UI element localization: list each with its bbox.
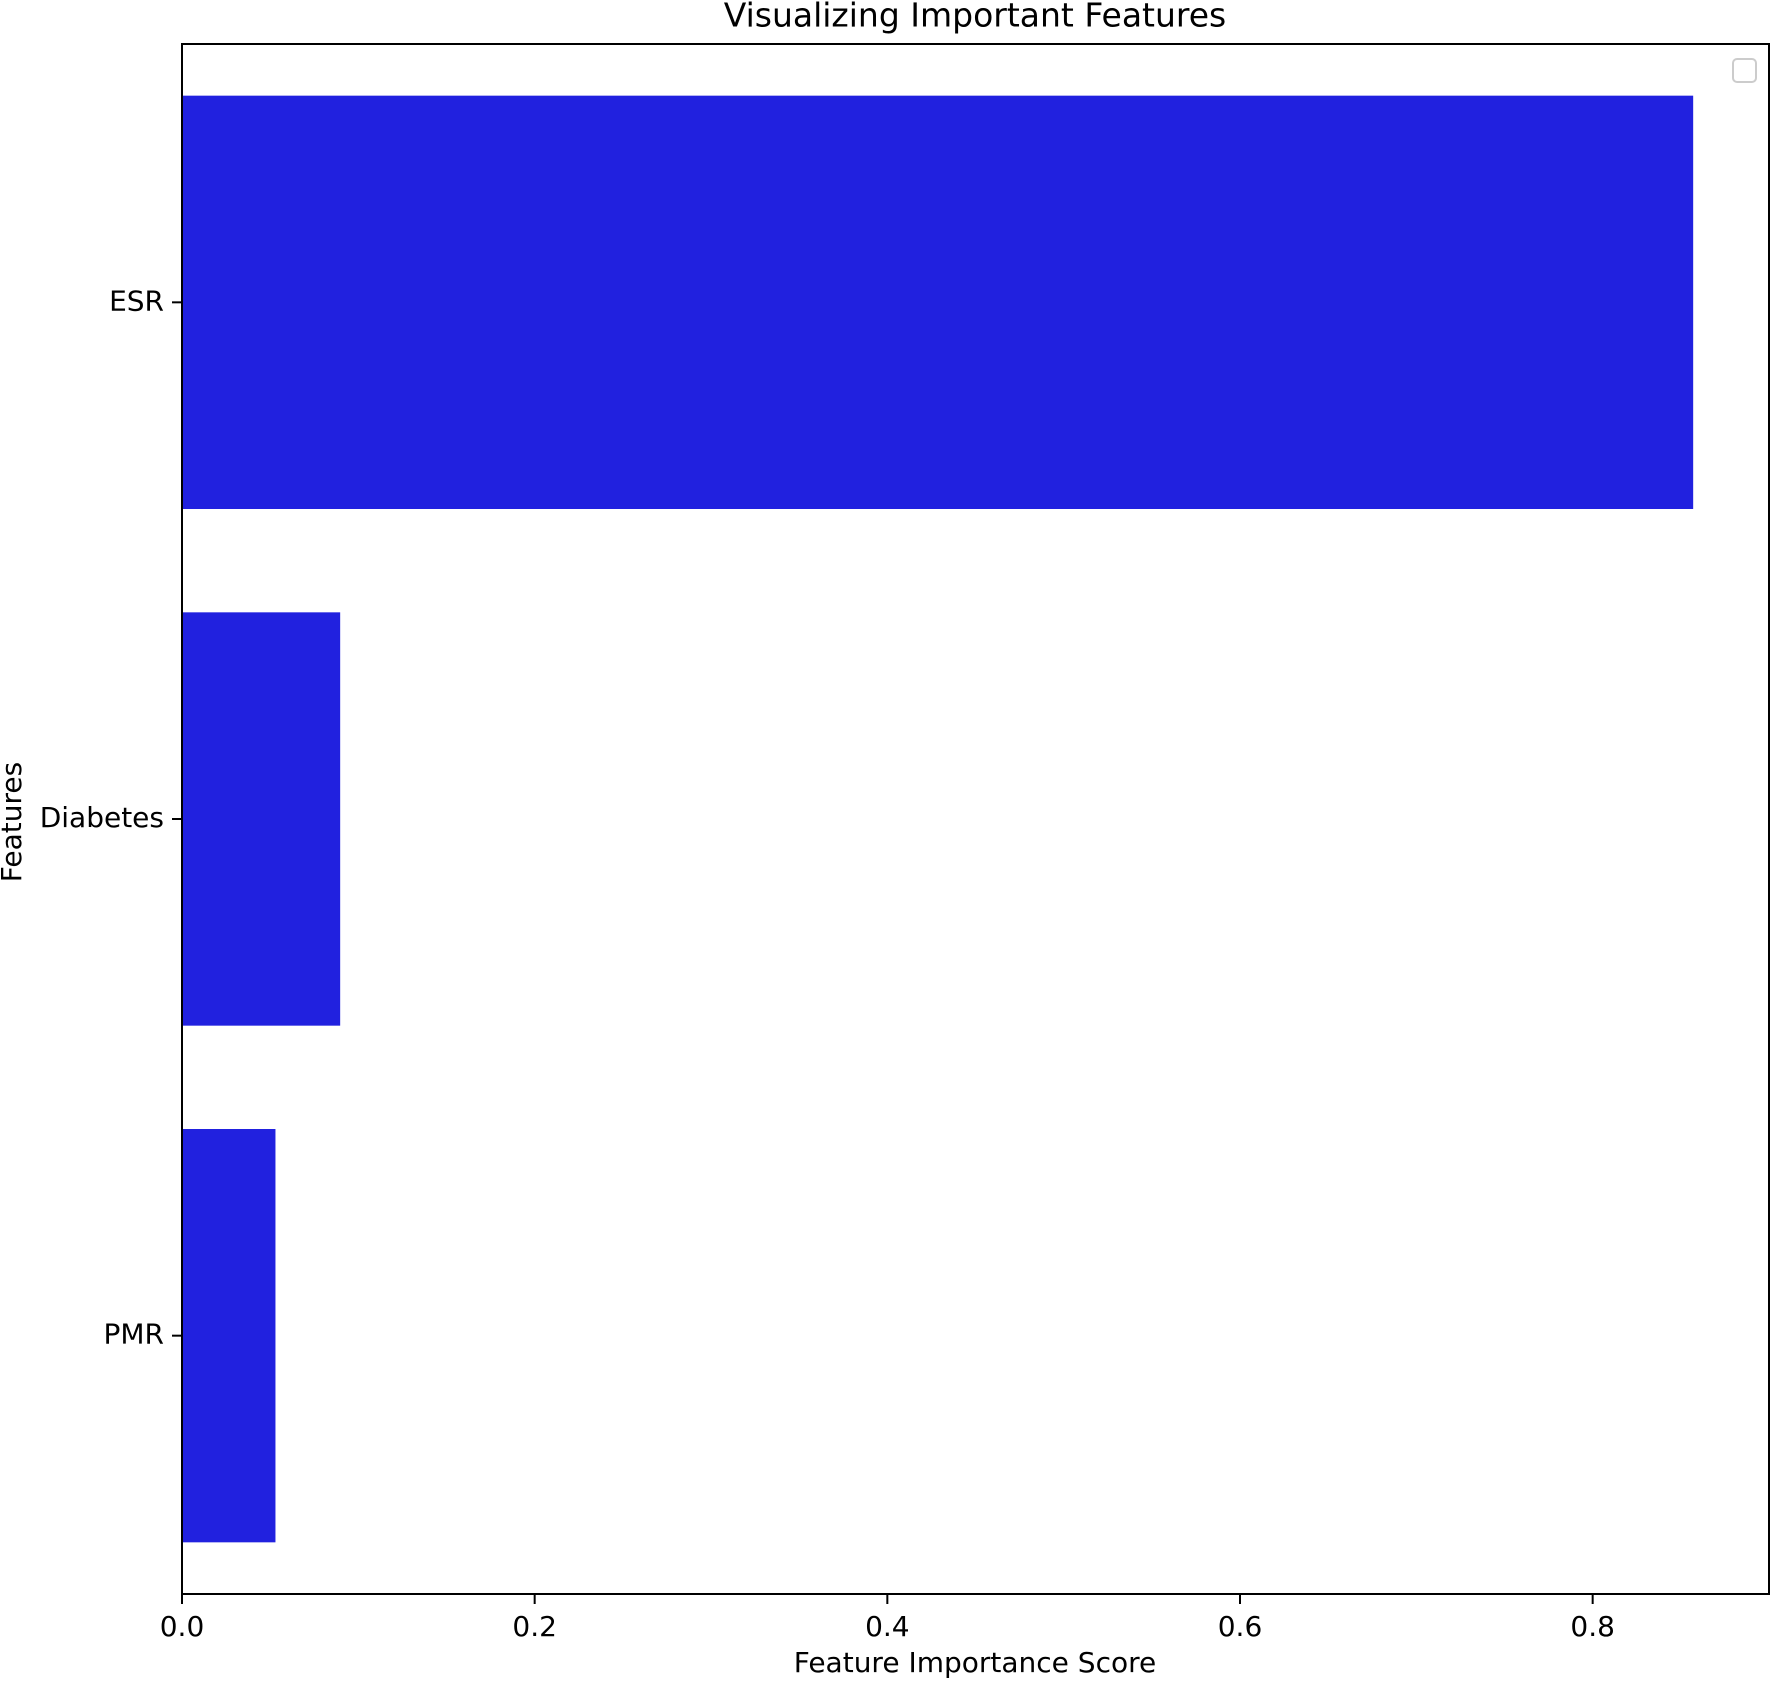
bar [182,95,1694,510]
y-axis-label: Features [0,762,28,882]
plot-frame [181,43,1770,1595]
x-axis-label: Feature Importance Score [794,1646,1156,1679]
x-tick-label: 0.0 [160,1610,205,1643]
x-tick-label: 0.2 [512,1610,557,1643]
chart-title: Visualizing Important Features [724,0,1227,35]
bar [182,612,341,1026]
legend-box [1732,58,1757,83]
y-tick-label: ESR [109,284,164,317]
x-tick-label: 0.8 [1570,1610,1615,1643]
bar [182,1129,276,1543]
x-tick-label: 0.6 [1218,1610,1263,1643]
y-tick-label: Diabetes [40,801,164,834]
y-tick-label: PMR [104,1318,165,1351]
x-tick-label: 0.4 [865,1610,910,1643]
